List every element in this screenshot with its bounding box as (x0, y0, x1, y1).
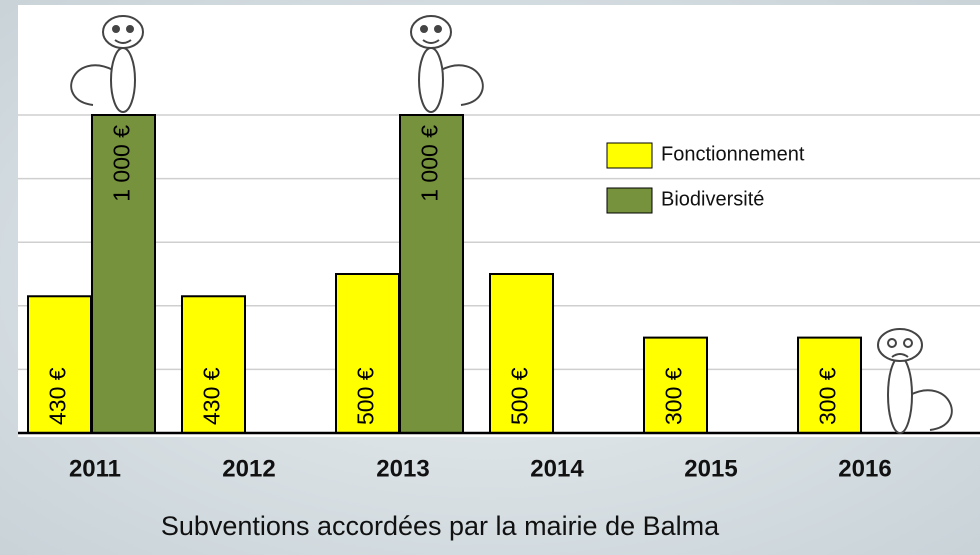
bar (335, 273, 400, 434)
squirrel (877, 328, 953, 434)
x-tick-label: 2016 (838, 455, 891, 482)
squirrel (70, 15, 144, 113)
value-label: 1 000 € (109, 125, 135, 202)
legend-label: Biodiversité (661, 188, 764, 210)
legend-swatch (606, 187, 653, 214)
x-tick-label: 2015 (684, 455, 737, 482)
squirrel (410, 15, 484, 113)
bar (643, 336, 708, 435)
chart-title: Subventions accordées par la mairie de B… (161, 511, 720, 541)
legend-label: Fonctionnement (661, 143, 805, 165)
x-tick-label: 2012 (222, 455, 275, 482)
legend-swatch (606, 142, 653, 169)
x-tick-label: 2011 (69, 455, 121, 482)
value-label: 430 € (199, 367, 225, 425)
x-tick-label: 2014 (530, 455, 584, 482)
bar (91, 114, 156, 434)
x-tick-label: 2013 (376, 455, 429, 482)
bar (27, 295, 92, 435)
value-label: 500 € (353, 367, 379, 425)
decorations (70, 15, 953, 434)
value-label: 300 € (815, 367, 841, 425)
value-label: 500 € (507, 367, 533, 425)
value-label: 1 000 € (417, 125, 443, 202)
value-label: 300 € (661, 367, 687, 425)
value-label: 430 € (45, 367, 71, 425)
